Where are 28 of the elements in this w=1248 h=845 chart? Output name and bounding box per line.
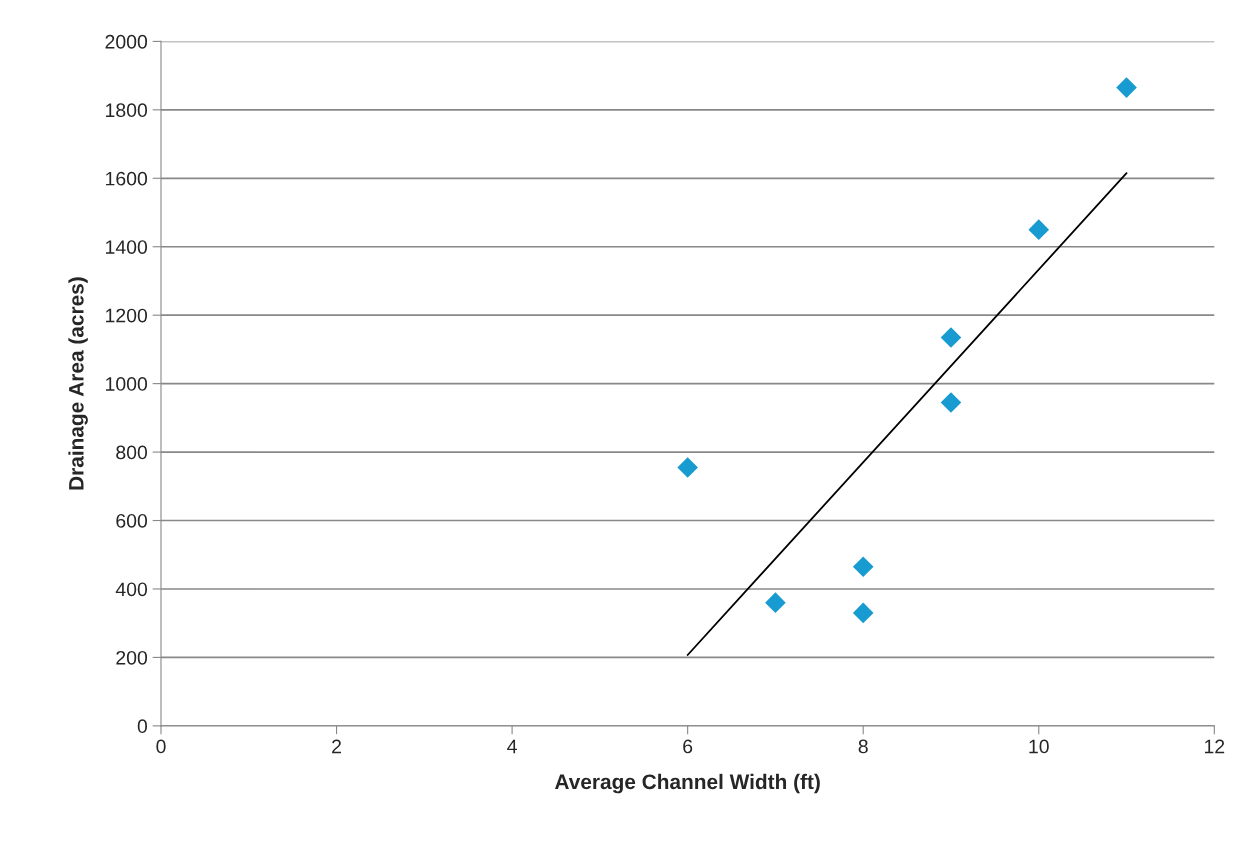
y-tick-label: 1400 — [106, 240, 148, 254]
y-tick-label: 400 — [115, 582, 148, 597]
point — [940, 327, 962, 348]
y-tick-label: 1800 — [106, 103, 148, 118]
x-tick-label: 2 — [332, 739, 341, 754]
x-axis-title: Average Channel Width (ft) — [554, 773, 820, 794]
y-tick-label: 600 — [116, 513, 148, 528]
y-tick-label: 1000 — [106, 377, 148, 391]
x-tick-label: 6 — [683, 739, 693, 754]
y-tick-label: 1600 — [106, 171, 148, 186]
x-tick-label: 12 — [1204, 739, 1225, 754]
y-tick-label: 200 — [116, 650, 148, 665]
y-axis-title: Drainage Area (acres) — [68, 277, 88, 490]
point — [1116, 77, 1137, 98]
point — [940, 392, 962, 413]
y-tick-label: 800 — [116, 445, 148, 460]
point — [677, 457, 698, 478]
x-tick-label: 0 — [156, 739, 166, 754]
point — [852, 602, 874, 624]
y-tick-label: 0 — [137, 719, 148, 734]
x-tick-label: 8 — [858, 739, 868, 754]
y-tick-label: 2000 — [105, 34, 148, 49]
point — [852, 556, 874, 578]
point — [1028, 219, 1050, 240]
x-tick-label: 10 — [1029, 739, 1049, 754]
y-tick-label: 1200 — [106, 308, 148, 323]
x-tick-label: 4 — [507, 739, 517, 754]
point — [765, 592, 786, 613]
